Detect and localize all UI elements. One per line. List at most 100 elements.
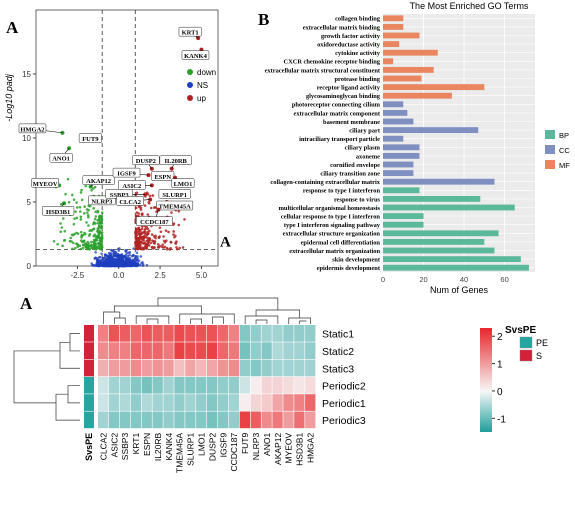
heatmap-cell bbox=[229, 412, 239, 429]
ns-point bbox=[96, 258, 99, 261]
down-point bbox=[80, 218, 83, 221]
heatmap-cell bbox=[207, 377, 217, 394]
down-point bbox=[98, 242, 101, 245]
down-point bbox=[87, 209, 90, 212]
up-point bbox=[162, 235, 165, 238]
y-tick-label: 5 bbox=[27, 198, 32, 207]
ns-point bbox=[94, 251, 97, 254]
up-point bbox=[134, 242, 137, 245]
go-bar bbox=[383, 136, 403, 142]
down-point bbox=[67, 178, 70, 181]
heatmap-cell bbox=[218, 360, 228, 377]
go-term-label: basement membrane bbox=[323, 119, 380, 126]
heatmap-cell bbox=[262, 325, 272, 342]
gene-label: MYEOV bbox=[33, 181, 58, 188]
go-bar bbox=[383, 119, 413, 125]
column-label: ASIC2 bbox=[109, 433, 119, 458]
ns-point bbox=[127, 258, 130, 261]
down-point bbox=[73, 198, 76, 201]
go-bar bbox=[383, 265, 529, 271]
ns-point bbox=[133, 261, 136, 264]
heatmap-cell bbox=[272, 394, 282, 411]
heatmap-cell bbox=[163, 325, 173, 342]
heatmap-cell bbox=[120, 342, 130, 359]
go-term-label: collagen binding bbox=[335, 16, 381, 23]
heatmap-cell bbox=[131, 377, 141, 394]
legend-label: BP bbox=[559, 131, 569, 140]
up-point bbox=[136, 246, 139, 249]
up-point bbox=[146, 213, 149, 216]
legend-swatch bbox=[545, 130, 555, 139]
heatmap-cell bbox=[283, 412, 293, 429]
x-tick-label: 0 bbox=[381, 275, 385, 284]
heatmap-cell bbox=[153, 325, 163, 342]
up-point bbox=[145, 246, 148, 249]
heatmap-cell bbox=[229, 325, 239, 342]
column-label: SLURP1 bbox=[186, 433, 196, 466]
ns-point bbox=[109, 254, 112, 257]
down-point bbox=[81, 199, 84, 202]
up-point bbox=[161, 243, 164, 246]
heatmap-cell bbox=[218, 377, 228, 394]
group-annotation-cell bbox=[84, 325, 94, 342]
legend-label: MF bbox=[559, 161, 570, 170]
legend-label: S bbox=[536, 351, 542, 361]
heatmap-cell bbox=[174, 412, 184, 429]
down-point bbox=[82, 234, 85, 237]
ns-point bbox=[127, 255, 130, 258]
ns-point bbox=[100, 252, 103, 255]
heatmap-cell bbox=[283, 325, 293, 342]
up-point bbox=[139, 235, 142, 238]
go-term-label: collagen-containing extracellular matrix bbox=[270, 179, 380, 186]
down-point bbox=[93, 244, 96, 247]
ns-point bbox=[129, 259, 132, 262]
go-term-label: glycosaminoglycan binding bbox=[306, 93, 381, 100]
legend-dot bbox=[187, 69, 193, 75]
heatmap-cell bbox=[109, 377, 119, 394]
gene-label: ANO1 bbox=[52, 156, 70, 163]
gene-label: KRT1 bbox=[182, 30, 199, 37]
go-term-label: cytokine activity bbox=[335, 50, 381, 57]
legend-swatch bbox=[545, 160, 555, 169]
heatmap-cell bbox=[207, 325, 217, 342]
heatmap-cell bbox=[142, 377, 152, 394]
legend-swatch bbox=[520, 337, 532, 348]
go-term-label: extracellular matrix structural constitu… bbox=[265, 67, 381, 74]
y-tick-label: 15 bbox=[22, 70, 31, 79]
down-point bbox=[97, 235, 100, 238]
down-point bbox=[95, 239, 98, 242]
heatmap-cell bbox=[305, 377, 315, 394]
heatmap-cell bbox=[98, 377, 108, 394]
row-label: Periodic1 bbox=[322, 398, 366, 410]
legend-label: up bbox=[197, 94, 206, 103]
legend-dot bbox=[187, 82, 193, 88]
down-point bbox=[101, 244, 104, 247]
down-point bbox=[86, 247, 89, 250]
ns-point bbox=[117, 257, 120, 260]
heatmap-cell bbox=[174, 342, 184, 359]
down-point bbox=[87, 214, 90, 217]
heatmap-cell bbox=[305, 360, 315, 377]
heatmap-cell bbox=[229, 342, 239, 359]
go-bar bbox=[383, 179, 494, 185]
go-bar bbox=[383, 239, 484, 245]
up-point bbox=[183, 218, 186, 221]
ns-point bbox=[117, 263, 120, 266]
column-label: IGSF9 bbox=[218, 433, 228, 458]
down-point bbox=[101, 222, 104, 225]
scale-tick-label: 1 bbox=[497, 360, 503, 371]
up-point bbox=[157, 246, 160, 249]
gene-label: KANK4 bbox=[184, 53, 208, 60]
down-point bbox=[74, 210, 77, 213]
dendrogram-branch bbox=[147, 319, 158, 324]
down-point bbox=[64, 193, 67, 196]
heatmap-cell bbox=[174, 377, 184, 394]
group-annotation-cell bbox=[84, 377, 94, 394]
heatmap-cell bbox=[262, 360, 272, 377]
column-label: IL20RB bbox=[153, 432, 163, 461]
down-point bbox=[80, 216, 83, 219]
gene-label: TMEM45A bbox=[159, 204, 191, 211]
heatmap-cell bbox=[98, 342, 108, 359]
go-bar bbox=[383, 205, 515, 211]
ns-point bbox=[136, 264, 139, 267]
